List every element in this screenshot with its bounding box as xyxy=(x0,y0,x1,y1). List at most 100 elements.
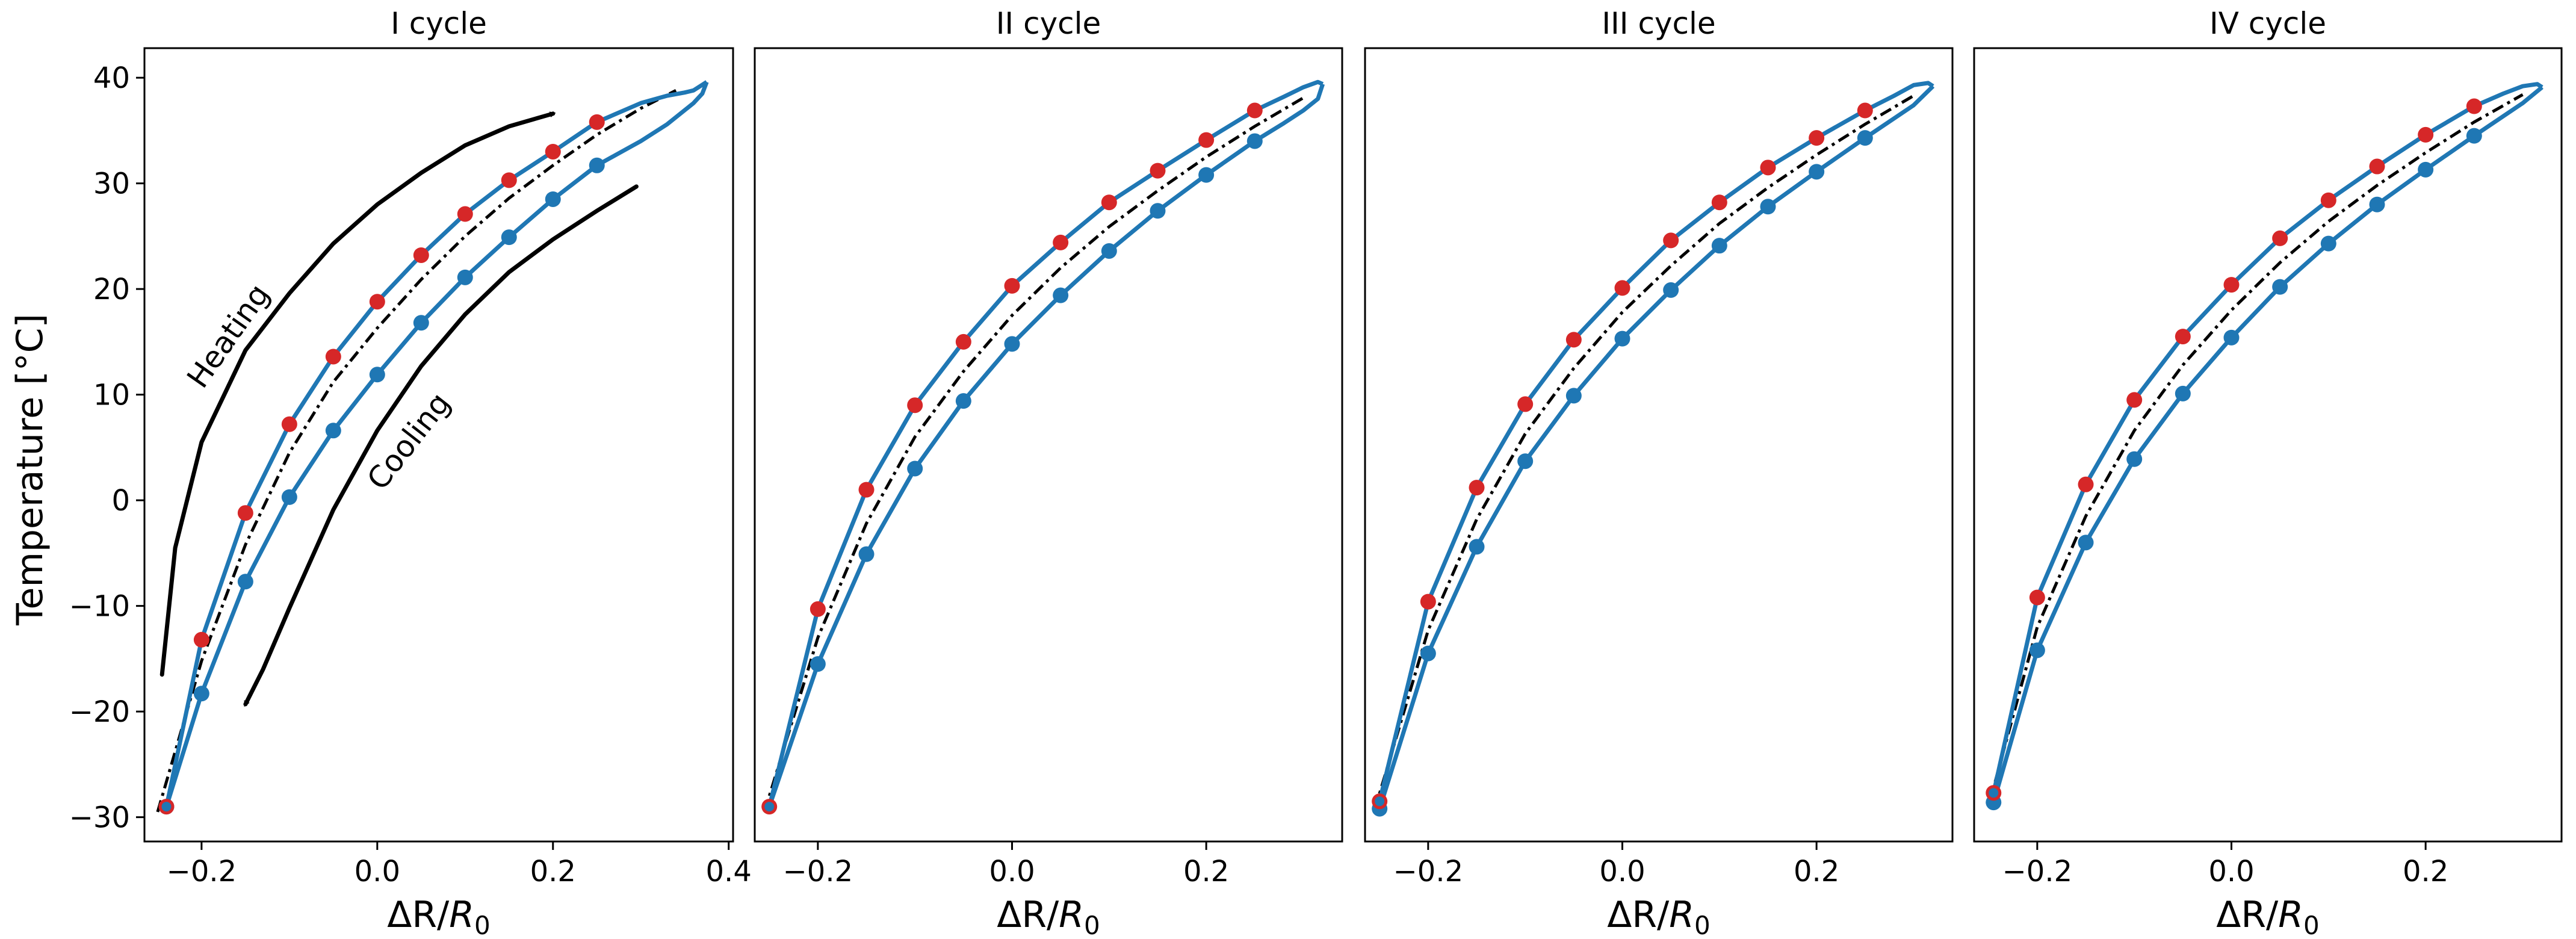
x-axis-label-italic: R xyxy=(449,894,474,936)
plot-frame xyxy=(143,47,734,843)
heating-arrow xyxy=(159,111,556,677)
heating-marker xyxy=(1150,163,1166,179)
cooling-curve xyxy=(1377,84,1935,810)
heating-marker xyxy=(1760,160,1776,176)
cooling-marker xyxy=(1150,203,1166,219)
extreme-point-core xyxy=(1989,788,1999,798)
heating-marker xyxy=(2029,589,2045,606)
cooling-marker xyxy=(2320,235,2336,252)
x-axis-label-main: ΔR/ xyxy=(2216,894,2279,936)
cooling-marker xyxy=(281,489,297,505)
cooling-marker xyxy=(589,157,605,173)
panel-title: I cycle xyxy=(391,6,487,41)
heating-marker xyxy=(2126,392,2143,408)
heating-marker xyxy=(413,247,429,263)
plot-area xyxy=(761,79,1325,815)
fit-line xyxy=(1373,94,1915,811)
heating-marker xyxy=(1469,480,1485,496)
heating-marker xyxy=(1711,194,1727,211)
plot-area xyxy=(1986,82,2543,811)
x-tick-label: −0.2 xyxy=(167,855,237,888)
y-tick-label: −30 xyxy=(69,801,130,835)
x-axis-label: ΔR/R0 xyxy=(997,894,1100,939)
x-tick-label: −0.2 xyxy=(2002,855,2073,888)
heating-marker xyxy=(193,631,209,648)
y-tick-label: 30 xyxy=(93,167,130,201)
cooling-marker xyxy=(1760,199,1776,215)
heating-marker xyxy=(2078,476,2094,492)
heating-marker xyxy=(1004,277,1020,294)
cooling-marker xyxy=(2223,329,2240,346)
cooling-marker xyxy=(1663,282,1679,298)
y-tick-label: 0 xyxy=(111,484,130,518)
cooling-marker xyxy=(2126,451,2143,467)
annotation-heating: Heating xyxy=(180,277,276,394)
heating-marker xyxy=(1857,102,1873,119)
panel-title: IV cycle xyxy=(2209,6,2326,41)
cooling-marker xyxy=(2369,196,2385,212)
cooling-marker xyxy=(1809,164,1825,180)
fit-line xyxy=(1987,93,2524,806)
heating-marker xyxy=(325,349,341,365)
cooling-marker xyxy=(193,686,209,702)
x-axis-label: ΔR/R0 xyxy=(387,894,490,939)
chart-panel-2: II cycle −0.2 0.0 0.2 ΔR/R0 xyxy=(754,6,1343,939)
x-tick-label: −0.2 xyxy=(783,855,853,888)
panel-title: III cycle xyxy=(1602,6,1715,41)
extreme-point-core xyxy=(1375,796,1385,807)
x-axis-label-italic: R xyxy=(1059,894,1084,936)
heating-marker xyxy=(2320,192,2336,208)
fit-line xyxy=(156,88,677,813)
heating-marker xyxy=(501,172,517,188)
x-axis-label-subscript: 0 xyxy=(2303,911,2320,939)
cooling-marker xyxy=(1517,453,1534,470)
cooling-marker xyxy=(2029,642,2045,659)
heating-marker xyxy=(907,397,923,414)
heating-marker xyxy=(2175,329,2191,345)
heating-marker xyxy=(2369,158,2385,175)
cooling-marker xyxy=(237,574,253,590)
cooling-marker xyxy=(1711,238,1727,254)
cooling-marker xyxy=(369,367,385,383)
cooling-marker xyxy=(2272,279,2288,295)
cooling-curve xyxy=(164,81,709,808)
cooling-marker xyxy=(1420,645,1436,662)
cooling-marker xyxy=(955,393,971,409)
cooling-arrow xyxy=(243,184,639,707)
cooling-marker xyxy=(413,315,429,331)
x-tick-label: 0.0 xyxy=(1599,855,1645,888)
plot-area xyxy=(156,80,709,815)
cooling-marker xyxy=(810,656,826,672)
cooling-marker xyxy=(2418,161,2434,178)
cooling-marker xyxy=(1614,330,1630,347)
cooling-marker xyxy=(2466,128,2482,144)
cooling-curve xyxy=(1991,85,2543,804)
panel-title: II cycle xyxy=(996,6,1101,41)
extreme-point-core xyxy=(161,802,172,812)
cooling-marker xyxy=(2078,535,2094,551)
x-tick-label: 0.0 xyxy=(989,855,1035,888)
heating-marker xyxy=(858,482,875,498)
cooling-marker xyxy=(858,546,875,562)
heating-marker xyxy=(955,333,971,350)
plot-frame xyxy=(1973,47,2563,843)
x-tick-label: 0.2 xyxy=(530,855,576,888)
cooling-marker xyxy=(1857,130,1873,146)
cooling-marker xyxy=(907,460,923,477)
heating-marker xyxy=(237,505,253,521)
heating-marker xyxy=(1101,194,1117,211)
heating-marker xyxy=(1420,593,1436,610)
x-tick-label: 0.2 xyxy=(1794,855,1839,888)
x-axis-label-main: ΔR/ xyxy=(997,894,1059,936)
x-axis-label-italic: R xyxy=(1669,894,1694,936)
heating-marker xyxy=(1198,132,1215,148)
heating-curve xyxy=(767,79,1324,807)
heating-marker xyxy=(589,114,605,130)
heating-marker xyxy=(457,206,473,222)
cooling-marker xyxy=(325,423,341,439)
x-axis-label-subscript: 0 xyxy=(1694,911,1711,939)
heating-marker xyxy=(369,294,385,310)
cooling-marker xyxy=(545,191,561,207)
y-tick-label: −20 xyxy=(69,695,130,729)
